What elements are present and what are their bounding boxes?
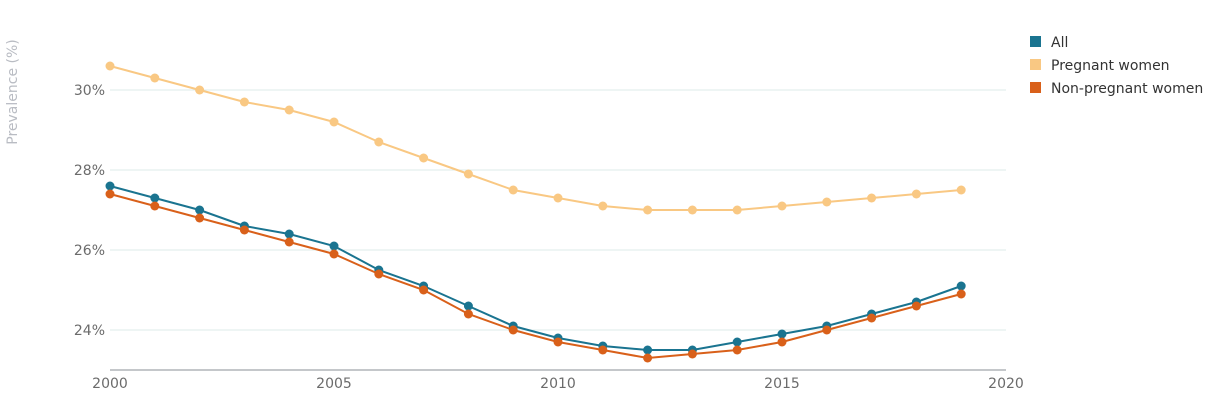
data-point	[419, 153, 429, 163]
legend-swatch	[1030, 36, 1041, 47]
data-point	[553, 337, 563, 347]
data-point	[687, 349, 697, 359]
data-point	[105, 181, 115, 191]
series-line	[109, 185, 962, 351]
x-axis: 2000 2005 2010 2015 2020	[92, 369, 1024, 392]
data-point	[508, 325, 518, 335]
data-point	[374, 137, 384, 147]
data-point	[867, 193, 877, 203]
data-point	[150, 201, 160, 211]
legend-swatch	[1030, 59, 1041, 70]
data-point	[598, 201, 608, 211]
data-point	[374, 269, 384, 279]
data-point	[239, 97, 249, 107]
y-axis-ticks: 24% 26% 28% 30%	[74, 83, 105, 339]
data-point	[329, 241, 339, 251]
data-point	[553, 193, 563, 203]
data-point	[911, 301, 921, 311]
data-point	[463, 169, 473, 179]
data-point	[105, 189, 115, 199]
data-point	[419, 285, 429, 295]
data-point	[956, 185, 966, 195]
x-tick-label: 2005	[316, 376, 352, 392]
data-point	[105, 61, 115, 71]
legend-swatch	[1030, 82, 1041, 93]
series	[105, 61, 966, 363]
data-point	[150, 193, 160, 203]
data-point	[956, 289, 966, 299]
y-tick-label: 24%	[74, 323, 105, 339]
data-point	[150, 73, 160, 83]
data-point	[777, 201, 787, 211]
data-point	[777, 329, 787, 339]
x-tick-label: 2015	[764, 376, 800, 392]
data-point	[867, 313, 877, 323]
grid-lines	[110, 89, 1006, 331]
data-point	[329, 249, 339, 259]
data-point	[239, 225, 249, 235]
data-point	[732, 205, 742, 215]
data-point	[777, 337, 787, 347]
series-all	[105, 181, 966, 355]
series-pregnant-women	[105, 61, 966, 215]
data-point	[822, 325, 832, 335]
data-point	[643, 353, 653, 363]
legend-label: All	[1051, 35, 1068, 51]
data-point	[643, 205, 653, 215]
x-tick-label: 2000	[92, 376, 128, 392]
series-line	[109, 65, 962, 211]
data-point	[284, 237, 294, 247]
legend: All Pregnant women Non-pregnant women	[1030, 35, 1203, 97]
data-point	[732, 345, 742, 355]
series-non-pregnant-women	[105, 189, 966, 363]
data-point	[822, 197, 832, 207]
data-point	[956, 281, 966, 291]
data-point	[284, 105, 294, 115]
data-point	[195, 205, 205, 215]
data-point	[687, 205, 697, 215]
y-tick-label: 28%	[74, 163, 105, 179]
data-point	[463, 309, 473, 319]
y-tick-label: 26%	[74, 243, 105, 259]
y-axis-label: Prevalence (%)	[5, 39, 21, 145]
legend-label: Non-pregnant women	[1051, 81, 1203, 97]
data-point	[329, 117, 339, 127]
data-point	[732, 337, 742, 347]
data-point	[911, 189, 921, 199]
legend-label: Pregnant women	[1051, 58, 1170, 74]
data-point	[508, 185, 518, 195]
data-point	[643, 345, 653, 355]
data-point	[463, 301, 473, 311]
data-point	[195, 85, 205, 95]
data-point	[598, 345, 608, 355]
x-tick-label: 2010	[540, 376, 576, 392]
y-tick-label: 30%	[74, 83, 105, 99]
data-point	[284, 229, 294, 239]
series-line	[109, 193, 962, 360]
x-tick-label: 2020	[988, 376, 1024, 392]
data-point	[195, 213, 205, 223]
